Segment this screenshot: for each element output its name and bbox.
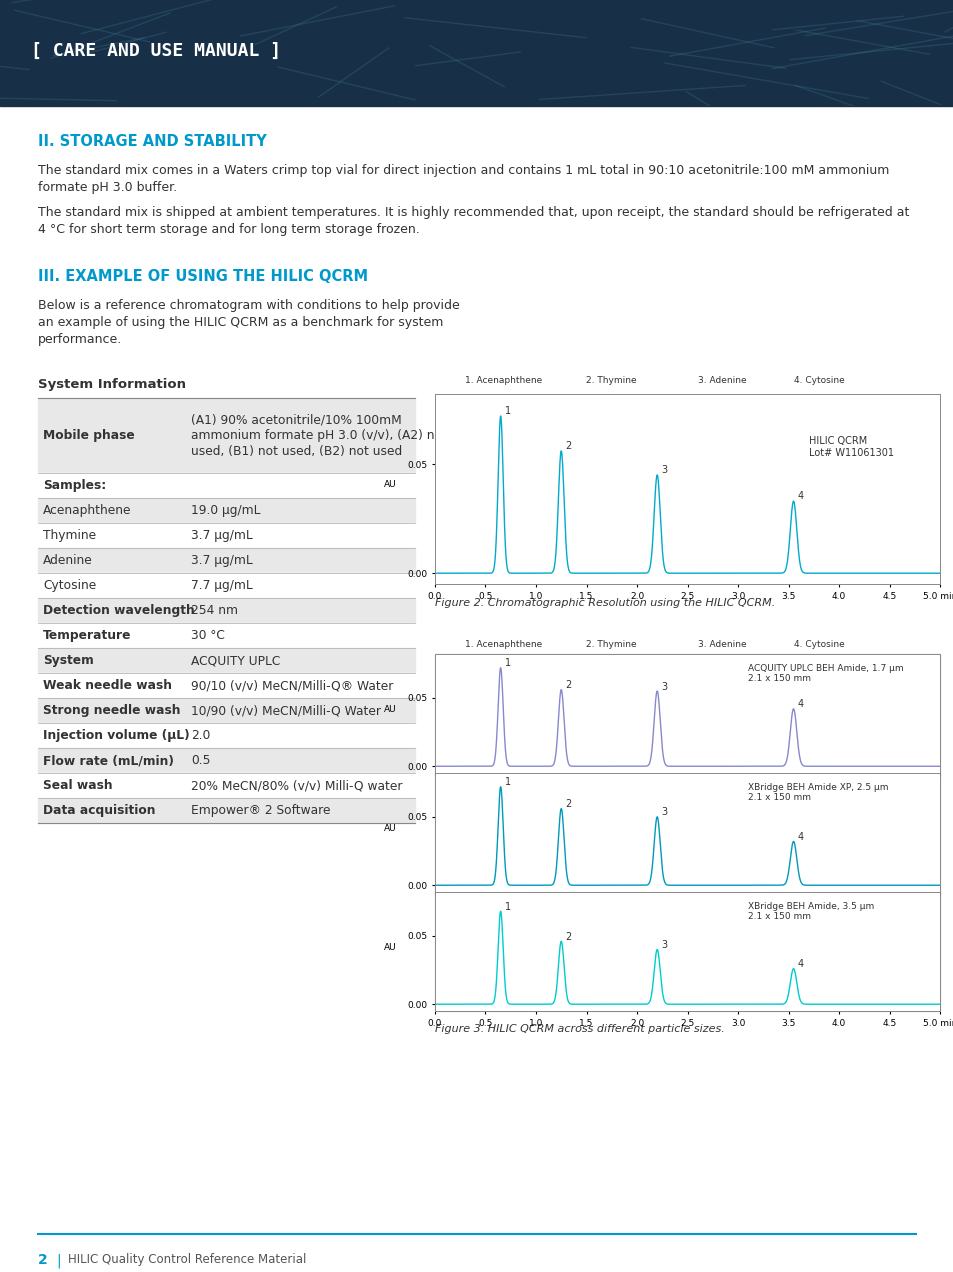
- Text: 3.7 μg/mL: 3.7 μg/mL: [191, 529, 253, 542]
- Text: 1: 1: [504, 659, 510, 668]
- Bar: [38, 548, 415, 574]
- Text: 2: 2: [38, 1253, 48, 1267]
- Text: 3. Adenine: 3. Adenine: [697, 640, 745, 649]
- Text: 3: 3: [660, 464, 667, 474]
- Text: Empower® 2 Software: Empower® 2 Software: [191, 804, 330, 817]
- Text: 4. Cytosine: 4. Cytosine: [793, 640, 843, 649]
- Text: HILIC QCRM
Lot# W11061301: HILIC QCRM Lot# W11061301: [808, 436, 893, 458]
- Text: Seal wash: Seal wash: [43, 778, 112, 792]
- Bar: [38, 574, 415, 598]
- Text: 2. Thymine: 2. Thymine: [586, 640, 637, 649]
- Text: 1: 1: [504, 902, 510, 912]
- Text: 3.7 μg/mL: 3.7 μg/mL: [191, 555, 253, 567]
- Bar: [38, 673, 415, 698]
- Text: [ CARE AND USE MANUAL ]: [ CARE AND USE MANUAL ]: [30, 42, 280, 60]
- Text: Detection wavelength: Detection wavelength: [43, 604, 194, 617]
- Text: HILIC Quality Control Reference Material: HILIC Quality Control Reference Material: [68, 1253, 306, 1266]
- Text: 2: 2: [565, 681, 571, 691]
- Text: 1. Acenaphthene: 1. Acenaphthene: [465, 640, 542, 649]
- Text: Flow rate (mL/min): Flow rate (mL/min): [43, 754, 173, 767]
- Text: 3: 3: [660, 940, 667, 950]
- Text: The standard mix is shipped at ambient temperatures. It is highly recommended th: The standard mix is shipped at ambient t…: [38, 206, 908, 237]
- Text: Data acquisition: Data acquisition: [43, 804, 155, 817]
- Text: II. STORAGE AND STABILITY: II. STORAGE AND STABILITY: [38, 135, 267, 149]
- Bar: [38, 748, 415, 773]
- Text: 20% MeCN/80% (v/v) Milli-Q water: 20% MeCN/80% (v/v) Milli-Q water: [191, 778, 402, 792]
- Text: Weak needle wash: Weak needle wash: [43, 679, 172, 692]
- Bar: [38, 722, 415, 748]
- Text: System Information: System Information: [38, 378, 186, 392]
- Text: 4: 4: [797, 959, 802, 969]
- Text: XBridge BEH Amide, 3.5 μm
2.1 x 150 mm: XBridge BEH Amide, 3.5 μm 2.1 x 150 mm: [747, 902, 874, 921]
- Text: ACQUITY UPLC: ACQUITY UPLC: [191, 654, 280, 667]
- Text: 1. Acenaphthene: 1. Acenaphthene: [465, 375, 542, 384]
- Y-axis label: AU: AU: [384, 480, 396, 490]
- Y-axis label: AU: AU: [384, 823, 396, 833]
- Text: (A1) 90% acetonitrile/10% 100mM
ammonium formate pH 3.0 (v/v), (A2) not
used, (B: (A1) 90% acetonitrile/10% 100mM ammonium…: [191, 413, 446, 458]
- Text: 10/90 (v/v) MeCN/Milli-Q Water: 10/90 (v/v) MeCN/Milli-Q Water: [191, 705, 380, 717]
- Text: 19.0 μg/mL: 19.0 μg/mL: [191, 504, 260, 518]
- Text: Samples:: Samples:: [43, 480, 106, 492]
- Text: 4: 4: [797, 700, 802, 710]
- Text: The standard mix comes in a Waters crimp top vial for direct injection and conta: The standard mix comes in a Waters crimp…: [38, 164, 888, 195]
- Text: 4: 4: [797, 832, 802, 842]
- Text: 3: 3: [660, 682, 667, 692]
- Text: |: |: [56, 1253, 61, 1268]
- Text: Adenine: Adenine: [43, 555, 92, 567]
- Text: 2: 2: [565, 799, 571, 809]
- Text: Figure 2. Chromatographic Resolution using the HILIC QCRM.: Figure 2. Chromatographic Resolution usi…: [435, 598, 775, 608]
- Text: Cytosine: Cytosine: [43, 579, 96, 593]
- Bar: [38, 473, 415, 499]
- Text: 1: 1: [504, 406, 510, 416]
- Text: Acenaphthene: Acenaphthene: [43, 504, 132, 518]
- Text: 2. Thymine: 2. Thymine: [586, 375, 637, 384]
- Text: III. EXAMPLE OF USING THE HILIC QCRM: III. EXAMPLE OF USING THE HILIC QCRM: [38, 270, 368, 284]
- Y-axis label: AU: AU: [384, 943, 396, 951]
- Text: 3: 3: [660, 808, 667, 818]
- Text: 1: 1: [504, 777, 510, 787]
- Bar: [38, 773, 415, 798]
- Text: XBridge BEH Amide XP, 2.5 μm
2.1 x 150 mm: XBridge BEH Amide XP, 2.5 μm 2.1 x 150 m…: [747, 782, 887, 803]
- Text: Figure 3. HILIC QCRM across different particle sizes.: Figure 3. HILIC QCRM across different pa…: [435, 1024, 724, 1034]
- Text: 2.0: 2.0: [191, 729, 211, 742]
- Text: Thymine: Thymine: [43, 529, 96, 542]
- Text: Mobile phase: Mobile phase: [43, 429, 134, 443]
- Text: Temperature: Temperature: [43, 630, 132, 642]
- Y-axis label: AU: AU: [384, 705, 396, 714]
- Text: 3. Adenine: 3. Adenine: [697, 375, 745, 384]
- Bar: [38, 499, 415, 523]
- Text: 2: 2: [565, 932, 571, 943]
- Text: Below is a reference chromatogram with conditions to help provide
an example of : Below is a reference chromatogram with c…: [38, 299, 459, 346]
- Bar: [38, 649, 415, 673]
- Text: 7.7 μg/mL: 7.7 μg/mL: [191, 579, 253, 593]
- Text: 2: 2: [565, 440, 571, 450]
- Bar: [38, 523, 415, 548]
- Bar: [38, 698, 415, 722]
- Text: Strong needle wash: Strong needle wash: [43, 705, 180, 717]
- Bar: [435, 654, 939, 1011]
- Bar: [38, 598, 415, 623]
- Text: Injection volume (μL): Injection volume (μL): [43, 729, 190, 742]
- Text: System: System: [43, 654, 93, 667]
- Text: 0.5: 0.5: [191, 754, 211, 767]
- Bar: [38, 623, 415, 649]
- Text: 4: 4: [797, 491, 802, 501]
- Bar: [38, 798, 415, 823]
- Text: 4. Cytosine: 4. Cytosine: [793, 375, 843, 384]
- Text: 254 nm: 254 nm: [191, 604, 237, 617]
- Text: ACQUITY UPLC BEH Amide, 1.7 μm
2.1 x 150 mm: ACQUITY UPLC BEH Amide, 1.7 μm 2.1 x 150…: [747, 664, 902, 683]
- Bar: [38, 398, 415, 473]
- Text: 30 °C: 30 °C: [191, 630, 225, 642]
- Text: 90/10 (v/v) MeCN/Milli-Q® Water: 90/10 (v/v) MeCN/Milli-Q® Water: [191, 679, 393, 692]
